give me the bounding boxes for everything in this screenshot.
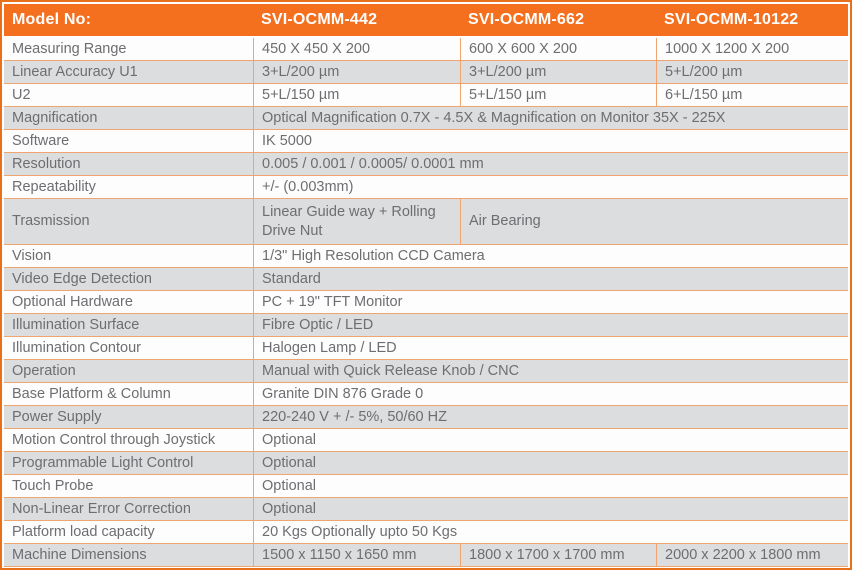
row-value-cell: +/- (0.003mm) [253,176,848,198]
table-row: Magnification Optical Magnification 0.7X … [4,107,848,130]
table-row: Linear Accuracy U1 3+L/200 µm 3+L/200 µm 5+… [4,61,848,84]
row-label-cell: U2 [12,86,31,103]
row-value-cell: 5+L/200 µm [656,61,848,83]
row-value-cell: 3+L/200 µm [460,61,656,83]
row-label-cell: Illumination Contour [12,339,141,356]
header-model-no-cell: Model No: [12,11,92,28]
row-value-cell: 5+L/150 µm [253,84,460,106]
row-value-cell: 2000 x 2200 x 1800 mm [656,544,848,566]
row-value-cell: 1500 x 1150 x 1650 mm [253,544,460,566]
row-value-cell: 1000 X 1200 X 200 [656,38,848,60]
table-row: Touch Probe Optional [4,475,848,498]
row-label-cell: Non-Linear Error Correction [12,500,191,517]
row-label-cell: Vision [12,247,52,264]
table-row: Operation Manual with Quick Release Knob … [4,360,848,383]
row-value-cell: Fibre Optic / LED [253,314,848,336]
row-value-cell: 3+L/200 µm [253,61,460,83]
table-row: Resolution 0.005 / 0.001 / 0.0005/ 0.0001… [4,153,848,176]
row-label-cell: Trasmission [12,213,90,230]
row-value-cell: Optional [253,475,848,497]
row-value-cell: 1/3" High Resolution CCD Camera [253,245,848,267]
header-column-svi-ocmm-442: SVI-OCMM-442 [261,11,378,28]
table-header-row: Model No: SVI-OCMM-442 SVI-OCMM-662 SVI-… [4,4,848,36]
row-value-cell: Optional [253,429,848,451]
row-value-cell: Optical Magnification 0.7X - 4.5X & Magn… [253,107,848,129]
row-value-cell: Halogen Lamp / LED [253,337,848,359]
row-label-cell: Optional Hardware [12,293,133,310]
table-body: Measuring Range 450 X 450 X 200 600 X 600 … [4,38,848,567]
table-row: Illumination Surface Fibre Optic / LED [4,314,848,337]
row-value-cell: Air Bearing [460,199,848,244]
row-value-cell: 5+L/150 µm [460,84,656,106]
table-row: Platform load capacity 20 Kgs Optionally … [4,521,848,544]
row-label-cell: Base Platform & Column [12,385,171,402]
row-label-cell: Magnification [12,109,98,126]
table-row: U2 5+L/150 µm 5+L/150 µm 6+L/150 µm [4,84,848,107]
table-row: Motion Control through Joystick Optional [4,429,848,452]
row-value-cell: PC + 19" TFT Monitor [253,291,848,313]
row-label-cell: Touch Probe [12,477,94,494]
row-value-cell: Granite DIN 876 Grade 0 [253,383,848,405]
table-row: Software IK 5000 [4,130,848,153]
row-label-cell: Illumination Surface [12,316,140,333]
row-label-cell: Video Edge Detection [12,270,153,287]
header-column-svi-ocmm-10122: SVI-OCMM-10122 [664,11,799,28]
row-label-cell: Platform load capacity [12,523,155,540]
row-value-cell: Optional [253,452,848,474]
table-row: Optional Hardware PC + 19" TFT Monitor [4,291,848,314]
row-label-cell: Machine Dimensions [12,546,147,563]
row-value-cell: Linear Guide way + Rolling Drive Nut [253,199,460,244]
row-label-cell: Motion Control through Joystick [12,431,216,448]
row-value-cell: 450 X 450 X 200 [253,38,460,60]
row-value-cell: 0.005 / 0.001 / 0.0005/ 0.0001 mm [253,153,848,175]
row-value-cell: 20 Kgs Optionally upto 50 Kgs [253,521,848,543]
table-row: Repeatability +/- (0.003mm) [4,176,848,199]
table-row: Base Platform & Column Granite DIN 876 Gr… [4,383,848,406]
row-label-cell: Resolution [12,155,81,172]
row-value-cell: 1800 x 1700 x 1700 mm [460,544,656,566]
row-value-cell: Standard [253,268,848,290]
table-row: Trasmission Linear Guide way + Rolling Dr… [4,199,848,245]
row-label-cell: Power Supply [12,408,102,425]
table-row: Power Supply 220-240 V + /- 5%, 50/60 HZ [4,406,848,429]
table-row: Illumination Contour Halogen Lamp / LED [4,337,848,360]
table-row: Programmable Light Control Optional [4,452,848,475]
table-row: Vision 1/3" High Resolution CCD Camera [4,245,848,268]
row-value-cell: Manual with Quick Release Knob / CNC [253,360,848,382]
row-value-cell: Optional [253,498,848,520]
table-row: Video Edge Detection Standard [4,268,848,291]
table-row: Machine Dimensions 1500 x 1150 x 1650 mm 1… [4,544,848,567]
row-value-cell: IK 5000 [253,130,848,152]
row-label-cell: Repeatability [12,178,96,195]
table-row: Measuring Range 450 X 450 X 200 600 X 600 … [4,38,848,61]
row-value-cell: 600 X 600 X 200 [460,38,656,60]
row-label-cell: Measuring Range [12,40,127,57]
row-label-cell: Operation [12,362,76,379]
row-value-cell: 6+L/150 µm [656,84,848,106]
row-value-cell: 220-240 V + /- 5%, 50/60 HZ [253,406,848,428]
row-label-cell: Programmable Light Control [12,454,194,471]
table-row: Non-Linear Error Correction Optional [4,498,848,521]
row-label-cell: Linear Accuracy U1 [12,63,138,80]
header-column-svi-ocmm-662: SVI-OCMM-662 [468,11,585,28]
row-label-cell: Software [12,132,70,149]
